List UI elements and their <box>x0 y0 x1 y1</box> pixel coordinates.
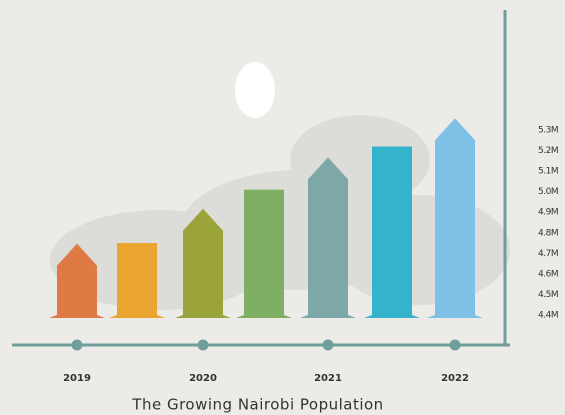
y-tick-label: 4.7M <box>538 249 558 259</box>
bar <box>109 243 165 318</box>
x-tick-dot <box>197 339 209 351</box>
y-tick-label: 5.0M <box>538 187 558 197</box>
y-tick-label: 5.2M <box>538 146 558 156</box>
bar <box>175 208 231 318</box>
y-tick-label: 4.9M <box>538 208 558 218</box>
x-tick-label: 2020 <box>189 373 217 384</box>
x-tick-dot <box>71 339 83 351</box>
decor-highlight <box>235 62 275 118</box>
x-tick-dot <box>322 339 334 351</box>
y-tick-label: 5.3M <box>538 126 558 136</box>
y-tick-label: 4.4M <box>538 311 558 321</box>
bar <box>300 157 356 318</box>
bar <box>364 146 420 318</box>
y-tick-label: 4.5M <box>538 290 558 300</box>
x-tick-dot <box>449 339 461 351</box>
bar <box>236 189 292 318</box>
y-tick-label: 4.6M <box>538 269 558 279</box>
x-tick-label: 2019 <box>63 373 91 384</box>
y-tick-label: 4.8M <box>538 228 558 238</box>
x-tick-label: 2021 <box>314 373 342 384</box>
chart-title: The Growing Nairobi Population <box>131 396 383 414</box>
bar <box>49 243 105 318</box>
bar <box>427 118 483 319</box>
x-tick-label: 2022 <box>441 373 469 384</box>
y-tick-label: 5.1M <box>538 167 558 177</box>
